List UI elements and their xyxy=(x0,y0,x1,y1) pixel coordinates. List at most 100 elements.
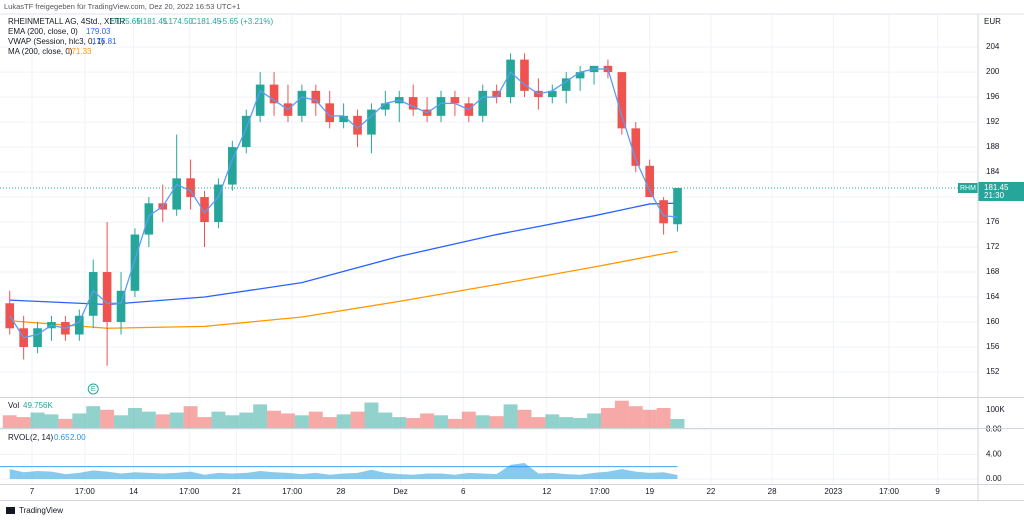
volume-bar xyxy=(127,408,142,428)
candle-body xyxy=(339,115,348,123)
candle-body xyxy=(506,59,515,98)
legend-vol-value: 49.756K xyxy=(23,401,53,410)
ema-line xyxy=(9,202,678,306)
volume-bar xyxy=(531,417,546,428)
volume-bar xyxy=(294,415,309,428)
ma-line xyxy=(9,250,678,329)
volume-bar xyxy=(670,418,685,428)
candle-body xyxy=(130,234,140,291)
x-tick-label: 19 xyxy=(645,487,654,496)
legend-rvol-params: (2, 14) xyxy=(30,433,53,442)
y-tick-label: 188 xyxy=(986,142,1000,151)
legend-vol: Vol xyxy=(8,401,19,410)
x-tick-label: 6 xyxy=(461,487,466,496)
candle-body xyxy=(74,315,84,335)
y-tick-label: 192 xyxy=(986,117,1000,126)
volume-bar xyxy=(614,400,629,428)
candle-body xyxy=(325,103,335,123)
volume-bar xyxy=(16,417,31,428)
candle-body xyxy=(478,90,488,116)
volume-bar xyxy=(475,415,490,428)
volume-bar xyxy=(30,412,45,428)
x-tick-label: 17:00 xyxy=(590,487,611,496)
candle-body xyxy=(450,97,460,104)
countdown: 21:30 xyxy=(984,191,1005,200)
ohlc-value: H181.45 xyxy=(137,17,168,26)
candle-body xyxy=(102,272,112,323)
volume-bar xyxy=(197,417,212,428)
volume-bar xyxy=(114,415,128,428)
x-tick-label: 28 xyxy=(336,487,345,496)
legend-ema: EMA (200, close, 0) xyxy=(8,27,78,36)
ohlc-value: L174.50 xyxy=(164,17,193,26)
volume-bar xyxy=(434,415,448,428)
volume-bar xyxy=(517,409,532,428)
currency: EUR xyxy=(984,17,1001,26)
header: LukasTF freigegeben für TradingView.com,… xyxy=(4,2,240,11)
volume-bar xyxy=(239,412,254,428)
volume-bar xyxy=(489,416,504,428)
volume-bar xyxy=(503,404,518,428)
candle-body xyxy=(186,178,195,198)
volume-bar xyxy=(2,415,17,428)
volume-bar xyxy=(378,412,393,428)
x-tick-label: 12 xyxy=(542,487,551,496)
volume-bar xyxy=(559,417,574,428)
y-tick-label: 172 xyxy=(986,242,1000,251)
y-tick-label: 200 xyxy=(986,67,1000,76)
y-tick-label: 176 xyxy=(986,217,1000,226)
candle-body xyxy=(255,84,265,116)
x-tick-label: 2023 xyxy=(824,487,842,496)
candle-body xyxy=(297,90,307,116)
volume-bar xyxy=(211,411,226,428)
candle-body xyxy=(575,72,585,79)
symbol: RHEINMETALL AG, 4Std., XETR xyxy=(8,17,126,26)
legend-rvol: RVOL xyxy=(8,433,30,442)
legend-rvol-threshold: 2.00 xyxy=(70,433,86,442)
logo xyxy=(6,507,15,514)
x-tick-label: 7 xyxy=(30,487,35,496)
volume-bar xyxy=(183,406,198,428)
volume-bar xyxy=(72,413,87,428)
symbol-label: RHM xyxy=(960,185,976,192)
volume-bar xyxy=(587,413,601,428)
candle-body xyxy=(617,72,627,129)
y-tick-label: 152 xyxy=(986,367,1000,376)
y-tick-label: 156 xyxy=(986,342,1000,351)
x-tick-label: 17:00 xyxy=(282,487,303,496)
candle-body xyxy=(547,90,557,98)
last-price-label: 181.45 xyxy=(984,183,1009,192)
candle-body xyxy=(673,188,682,225)
candle-body xyxy=(311,90,321,104)
candle-body xyxy=(408,97,418,110)
candle-body xyxy=(269,84,279,104)
y-tick-label: 168 xyxy=(986,267,1000,276)
volume-bar xyxy=(141,411,156,428)
x-tick-label: 17:00 xyxy=(879,487,900,496)
volume-bar xyxy=(336,414,351,428)
volume-bar xyxy=(155,414,170,428)
y-tick-label: 164 xyxy=(986,292,1000,301)
brand: TradingView xyxy=(19,506,63,515)
legend-rvol-value: 0.65 xyxy=(54,433,70,442)
volume-bar xyxy=(58,418,73,428)
volume-bar xyxy=(628,406,643,428)
volume-bar xyxy=(253,404,268,428)
legend-vwap-value: 176.81 xyxy=(92,37,117,46)
volume-bar xyxy=(573,418,588,428)
y-tick-label: 0.00 xyxy=(986,474,1002,483)
volume-bar xyxy=(392,417,407,428)
candle-body xyxy=(436,97,446,116)
x-tick-label: 21 xyxy=(232,487,241,496)
candle-body xyxy=(492,90,501,98)
y-tick-label: 4.00 xyxy=(986,449,1002,458)
y-tick-label: 160 xyxy=(986,317,1000,326)
candle-body xyxy=(88,272,98,316)
volume-bar xyxy=(322,417,337,428)
volume-bar xyxy=(642,409,657,428)
volume-bar xyxy=(100,409,115,428)
volume-bar xyxy=(350,411,365,428)
x-tick-label: 17:00 xyxy=(179,487,200,496)
candle-body xyxy=(561,78,571,91)
